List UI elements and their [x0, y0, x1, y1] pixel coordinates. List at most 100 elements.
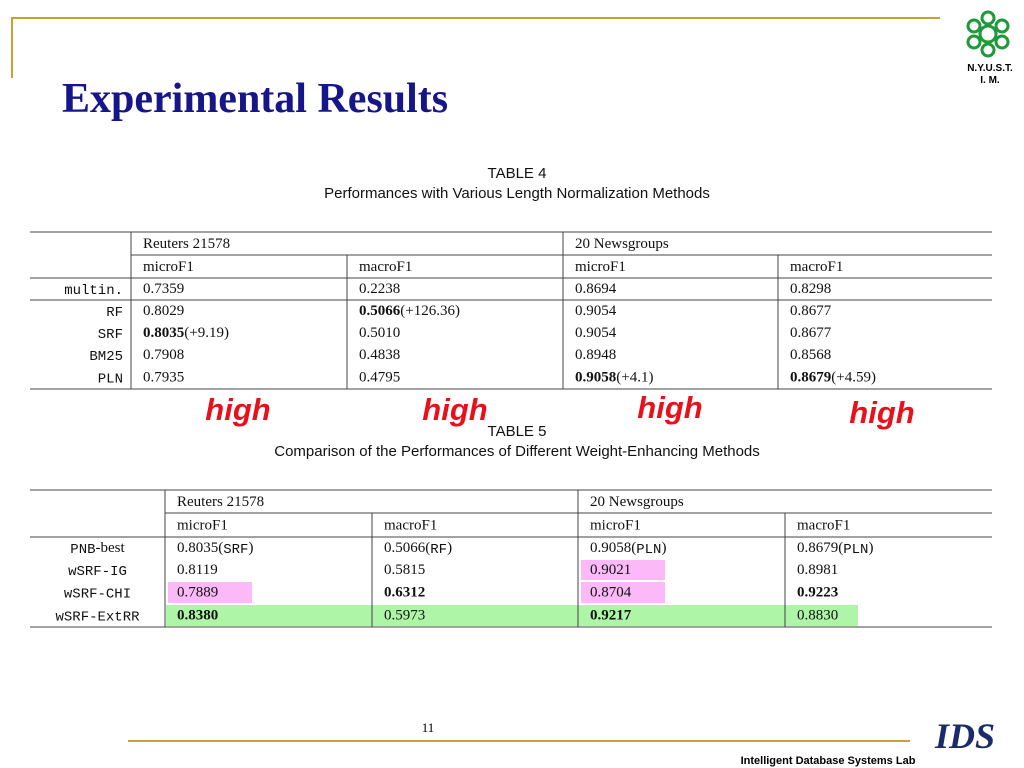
cell-text: 0.4838: [359, 347, 400, 363]
cell-part: 0.7359: [143, 281, 184, 297]
cell-text: 0.8035(+9.19): [143, 325, 229, 341]
cell-text: 0.7359: [143, 281, 184, 297]
logo-text: N.Y.U.S.T.: [967, 63, 1013, 74]
cell-text: 0.8677: [790, 325, 832, 341]
cell-highlight: [168, 582, 252, 603]
cell-text: PNB-best: [70, 540, 125, 557]
cell-text: 0.9054: [575, 303, 617, 319]
cell-part: 0.8677: [790, 303, 832, 319]
cell-part: 0.7908: [143, 347, 184, 363]
cell-text: 0.8830: [797, 608, 838, 624]
table-subtitle: Comparison of the Performances of Differ…: [274, 443, 760, 460]
cell-text: PLN: [98, 371, 123, 387]
cell-text: wSRF-CHI: [64, 586, 131, 602]
metric-header: macroF1: [384, 517, 437, 533]
logo-text: I. M.: [980, 75, 1000, 86]
cell-highlight: [581, 560, 665, 580]
metric-header: microF1: [143, 259, 194, 275]
cell-text: 0.6312: [384, 585, 425, 601]
cell-part: 0.5066(: [384, 540, 430, 556]
cell-highlight: [581, 582, 665, 603]
cell-text: 0.5010: [359, 325, 400, 341]
cell-text: 0.9058(+4.1): [575, 370, 653, 386]
cell-part: 0.8035(: [177, 540, 223, 556]
annotation: high: [205, 392, 270, 427]
cell-part: RF: [106, 305, 123, 321]
cell-part: 0.8029: [143, 303, 184, 319]
cell-text: 0.8029: [143, 303, 184, 319]
cell-part: 0.9217: [590, 608, 632, 624]
cell-part: 0.8568: [790, 347, 831, 363]
cell-part: SRF: [98, 327, 123, 343]
cell-part: 0.7935: [143, 370, 184, 386]
cell-part: 0.6312: [384, 585, 425, 601]
cell-text: SRF: [98, 327, 123, 343]
cell-text: 0.5973: [384, 608, 425, 624]
cell-part: 0.5066: [359, 303, 401, 319]
cell-part: 0.9021: [590, 562, 631, 578]
cell-part: 0.8298: [790, 281, 831, 297]
cell-text: 0.9217: [590, 608, 632, 624]
cell-part: 0.8948: [575, 347, 616, 363]
frame-line: [11, 17, 940, 78]
cell-part: (+126.36): [400, 303, 460, 319]
metric-header: macroF1: [790, 259, 843, 275]
annotation: high: [637, 390, 702, 425]
cell-text: 0.8704: [590, 585, 632, 601]
cell-part: wSRF-CHI: [64, 586, 131, 602]
cell-part: 0.9058(: [590, 540, 636, 556]
cell-part: (+4.59): [831, 370, 876, 386]
group-header: Reuters 21578: [143, 236, 230, 252]
group-header: Reuters 21578: [177, 494, 264, 510]
cell-text: 0.7908: [143, 347, 184, 363]
cell-part: ): [248, 540, 253, 556]
cell-text: 0.8694: [575, 281, 617, 297]
metric-header: macroF1: [359, 259, 412, 275]
cell-text: 0.8298: [790, 281, 831, 297]
cell-text: 0.9054: [575, 325, 617, 341]
cell-part: ): [661, 540, 666, 556]
cell-text: wSRF-IG: [68, 564, 127, 580]
slide-title: Experimental Results: [62, 76, 448, 122]
cell-text: 0.9058(PLN): [590, 540, 666, 557]
metric-header: macroF1: [797, 517, 850, 533]
cell-part: BM25: [89, 349, 123, 365]
cell-text: 0.5066(RF): [384, 540, 452, 557]
cell-part: 0.8981: [797, 562, 838, 578]
cell-part: multin.: [64, 283, 123, 299]
cell-part: PLN: [636, 542, 661, 558]
cell-part: RF: [430, 542, 447, 558]
table-caption: TABLE 4: [488, 165, 547, 182]
cell-part: -best: [96, 540, 126, 556]
metric-header: microF1: [590, 517, 641, 533]
cell-text: 0.9223: [797, 585, 838, 601]
cell-part: 0.5815: [384, 562, 425, 578]
row-highlight: [166, 605, 858, 626]
cell-text: 0.8981: [797, 562, 838, 578]
group-header: 20 Newsgroups: [575, 236, 669, 252]
cell-part: 0.9223: [797, 585, 838, 601]
cell-part: PLN: [843, 542, 868, 558]
cell-text: 0.7935: [143, 370, 184, 386]
cell-text: 0.8679(+4.59): [790, 370, 876, 386]
cell-part: 0.4795: [359, 370, 400, 386]
cell-part: 0.9054: [575, 303, 617, 319]
lab-name: Intelligent Database Systems Lab: [741, 755, 916, 767]
cell-part: 0.8035: [143, 325, 184, 341]
annotation: high: [849, 395, 914, 430]
cell-part: ): [447, 540, 452, 556]
cell-part: 0.8677: [790, 325, 832, 341]
cell-part: 0.8119: [177, 562, 218, 578]
table-caption: TABLE 5: [488, 423, 547, 440]
cell-part: 0.8830: [797, 608, 838, 624]
cell-text: 0.8380: [177, 608, 218, 624]
cell-text: 0.4795: [359, 370, 400, 386]
cell-part: (+4.1): [616, 370, 653, 386]
cell-part: 0.5010: [359, 325, 400, 341]
table-subtitle: Performances with Various Length Normali…: [324, 185, 710, 202]
cell-part: 0.8679(: [797, 540, 843, 556]
cell-text: 0.8679(PLN): [797, 540, 873, 557]
cell-text: 0.9021: [590, 562, 631, 578]
cell-part: 0.7889: [177, 585, 218, 601]
cell-part: ): [868, 540, 873, 556]
